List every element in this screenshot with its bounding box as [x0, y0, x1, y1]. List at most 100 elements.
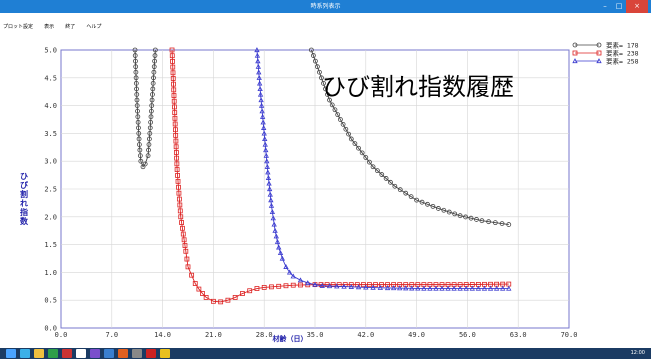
menu-plot-settings[interactable]: プロット設定 [3, 24, 34, 30]
series-1-tail-point [425, 201, 430, 207]
series-3-point [274, 238, 281, 244]
folder-icon[interactable] [34, 349, 44, 358]
series-1-tail-point [348, 136, 354, 142]
minimize-button[interactable]: – [603, 2, 607, 10]
y-tick-label: 3.0 [44, 158, 57, 166]
app-icon[interactable] [76, 349, 86, 358]
series-1-point [146, 136, 152, 142]
series-3-point [266, 186, 273, 192]
series-1-point [136, 131, 142, 136]
series-3-point [254, 47, 260, 53]
app-icon[interactable] [62, 349, 72, 358]
series-1-point [137, 153, 143, 159]
series-3-point [481, 285, 488, 291]
series-2-point [173, 144, 179, 150]
series-2-point [373, 282, 378, 288]
grid [61, 50, 569, 328]
series-2-point [174, 155, 180, 161]
series-1-point [147, 131, 153, 136]
app-icon[interactable] [146, 349, 156, 358]
series-1-point [152, 58, 158, 64]
series-1-tail-point [379, 172, 385, 177]
series-2-point [171, 93, 177, 98]
close-button[interactable]: × [626, 0, 648, 13]
series-3-point [377, 284, 383, 290]
series-1-point [152, 53, 158, 58]
menu-view[interactable]: 表示 [44, 24, 55, 30]
series-2-point [177, 202, 183, 208]
series-3-point [256, 80, 263, 86]
app-icon[interactable] [90, 349, 100, 358]
y-tick-label: 4.5 [44, 74, 57, 82]
series-2-point [178, 214, 184, 220]
series-3-point [415, 285, 421, 291]
chart-title: ひび割れ指数履歴 [322, 73, 514, 101]
series-2-point [183, 248, 189, 254]
app-icon[interactable] [160, 349, 170, 358]
series-2-point [170, 58, 175, 64]
browser-icon[interactable] [20, 349, 30, 358]
series-3-point [255, 58, 261, 64]
series-2-point [173, 127, 178, 133]
series-2-point [172, 121, 178, 127]
series-1-tail-point [313, 58, 318, 64]
x-tick-label: 35.0 [307, 331, 324, 339]
menu-help[interactable]: ヘルプ [86, 24, 102, 30]
start-icon[interactable] [6, 349, 16, 358]
app-icon[interactable] [132, 349, 142, 358]
series-3-point [277, 250, 284, 256]
x-tick-label: 49.0 [408, 331, 425, 339]
series-3-point [326, 283, 333, 289]
series-2-point [176, 190, 182, 196]
series-3-point [312, 281, 318, 287]
taskbar-clock: 12:00 [630, 350, 645, 356]
series-1-point [136, 136, 142, 142]
series-2-point [181, 237, 187, 243]
series-2-point [225, 297, 231, 303]
series-3-point [262, 141, 268, 147]
series-1-tail-point [329, 102, 335, 108]
series-1-point [135, 114, 141, 120]
series-1-tail-point [463, 214, 468, 220]
title-bar: 時系列表示 – □ × [0, 0, 651, 13]
series-1-point [134, 97, 140, 103]
series-3-point [261, 130, 267, 136]
series-2-point [173, 132, 179, 138]
series-1-point [133, 69, 139, 75]
series-3-point [363, 284, 369, 290]
series-2-point [173, 150, 179, 155]
y-tick-label: 2.0 [44, 213, 57, 221]
x-tick-label: 56.0 [459, 331, 476, 339]
legend-marker [596, 58, 602, 64]
y-tick-label: 1.5 [44, 241, 57, 249]
series-1-point [142, 161, 148, 167]
x-tick-label: 0.0 [55, 331, 68, 339]
series-3-point [259, 113, 266, 119]
menu-exit[interactable]: 終了 [65, 24, 76, 30]
series-1-point [138, 158, 144, 164]
series-3-point [268, 197, 274, 203]
series-3-point [263, 147, 269, 153]
series-2-point [174, 167, 180, 172]
series-1-point [151, 69, 157, 75]
series-3-point [469, 285, 475, 291]
app-icon[interactable] [118, 349, 128, 358]
series-2-line [171, 49, 509, 303]
app-icon[interactable] [48, 349, 58, 358]
series-3-point [319, 282, 325, 288]
series-1-point [133, 75, 139, 81]
series-1-tail-point [452, 211, 458, 217]
series-3-point [261, 124, 267, 130]
app-icon[interactable] [104, 349, 114, 358]
maximize-button[interactable]: □ [615, 2, 623, 10]
series-3-point [258, 97, 264, 103]
series-1-tail-point [375, 168, 380, 174]
series-1-tail-point [363, 155, 369, 160]
series-2-point [247, 288, 253, 294]
series-3-point [475, 285, 482, 291]
series-1-point [147, 125, 153, 131]
series-1-tail-point [335, 112, 341, 118]
series-2-point [172, 115, 178, 121]
series-3-point [273, 233, 279, 239]
series-2-point [232, 295, 238, 300]
